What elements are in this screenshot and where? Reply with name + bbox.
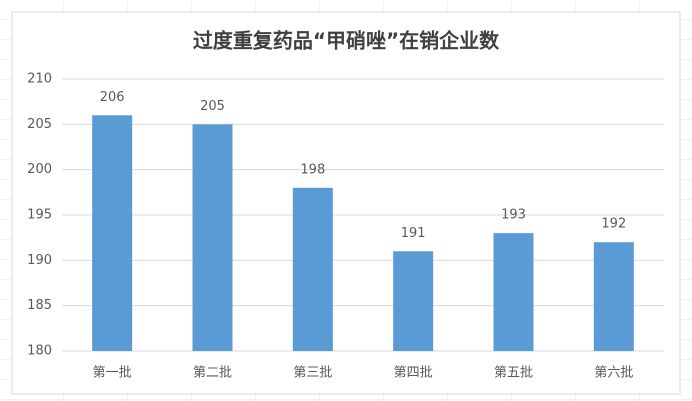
y-tick-label: 200 — [27, 162, 52, 177]
y-tick-label: 210 — [27, 72, 52, 87]
y-tick-label: 190 — [27, 253, 52, 268]
data-label: 198 — [300, 162, 325, 177]
x-tick-label: 第二批 — [193, 366, 232, 381]
y-tick-label: 185 — [27, 298, 52, 313]
data-label: 206 — [100, 90, 125, 105]
y-tick-label: 195 — [27, 208, 52, 223]
chart-title: 过度重复药品“甲硝唑”在销企业数 — [193, 29, 500, 53]
data-label: 193 — [501, 208, 526, 223]
x-tick-label: 第五批 — [494, 366, 533, 381]
y-tick-label: 180 — [27, 344, 52, 359]
x-tick-label: 第四批 — [394, 366, 433, 381]
x-tick-label: 第一批 — [93, 366, 132, 381]
bar — [493, 233, 534, 351]
bar — [192, 124, 233, 351]
bar — [292, 187, 333, 351]
x-tick-label: 第六批 — [594, 366, 633, 381]
data-label: 192 — [601, 217, 626, 232]
data-label: 205 — [200, 99, 225, 114]
bar — [92, 115, 133, 352]
bar — [593, 242, 634, 351]
data-label: 191 — [401, 226, 426, 241]
bar — [393, 251, 434, 351]
x-tick-label: 第三批 — [293, 366, 332, 381]
y-tick-label: 205 — [27, 117, 52, 132]
